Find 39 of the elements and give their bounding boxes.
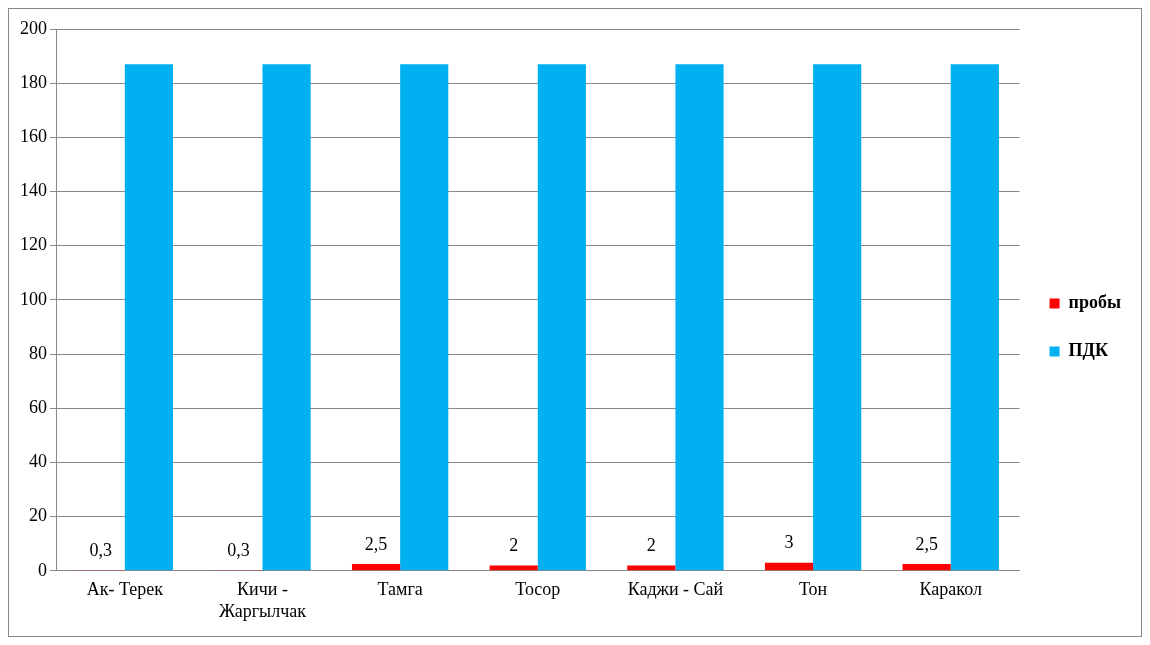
y-tick-label: 140 [20, 180, 47, 201]
data-label: 2,5 [364, 533, 388, 554]
y-tick-label: 0 [38, 559, 47, 580]
bar [813, 64, 862, 571]
bar [764, 562, 814, 571]
data-label: 0,3 [227, 539, 250, 560]
y-tick-label: 60 [29, 396, 47, 417]
y-tick-label: 40 [29, 451, 47, 472]
bar [627, 565, 676, 571]
bar [262, 64, 311, 571]
bar [950, 64, 999, 571]
legend-label: ПДК [1068, 340, 1108, 361]
y-tick-label: 120 [20, 234, 47, 255]
x-tick-label: Кичи - Жаргылчак [219, 579, 307, 621]
data-label: 2 [509, 535, 519, 556]
bar [489, 565, 538, 571]
bar [400, 64, 449, 571]
y-tick-label: 180 [20, 71, 47, 92]
data-label: 2 [646, 535, 656, 556]
bar [351, 564, 401, 571]
data-label: 0,3 [89, 539, 112, 560]
y-tick-label: 20 [29, 505, 47, 526]
y-tick-label: 200 [20, 17, 47, 38]
x-tick-label: Тон [798, 579, 828, 600]
x-tick-label: Тосор [515, 579, 561, 600]
x-tick-label: Тамга [377, 579, 423, 600]
data-label: 2,5 [915, 533, 938, 554]
legend-label: пробы [1068, 292, 1121, 313]
x-tick-label: Каджи - Сай [627, 579, 724, 600]
bar [537, 64, 586, 571]
bar [124, 64, 173, 571]
data-label: 3 [784, 532, 794, 553]
y-tick-label: 160 [20, 126, 47, 147]
x-tick-label: Ак- Терек [86, 579, 164, 600]
y-tick-label: 80 [29, 342, 47, 363]
bar [675, 64, 724, 571]
y-tick-label: 100 [20, 288, 47, 309]
bar [902, 564, 951, 571]
x-tick-label: Каракол [919, 579, 982, 600]
